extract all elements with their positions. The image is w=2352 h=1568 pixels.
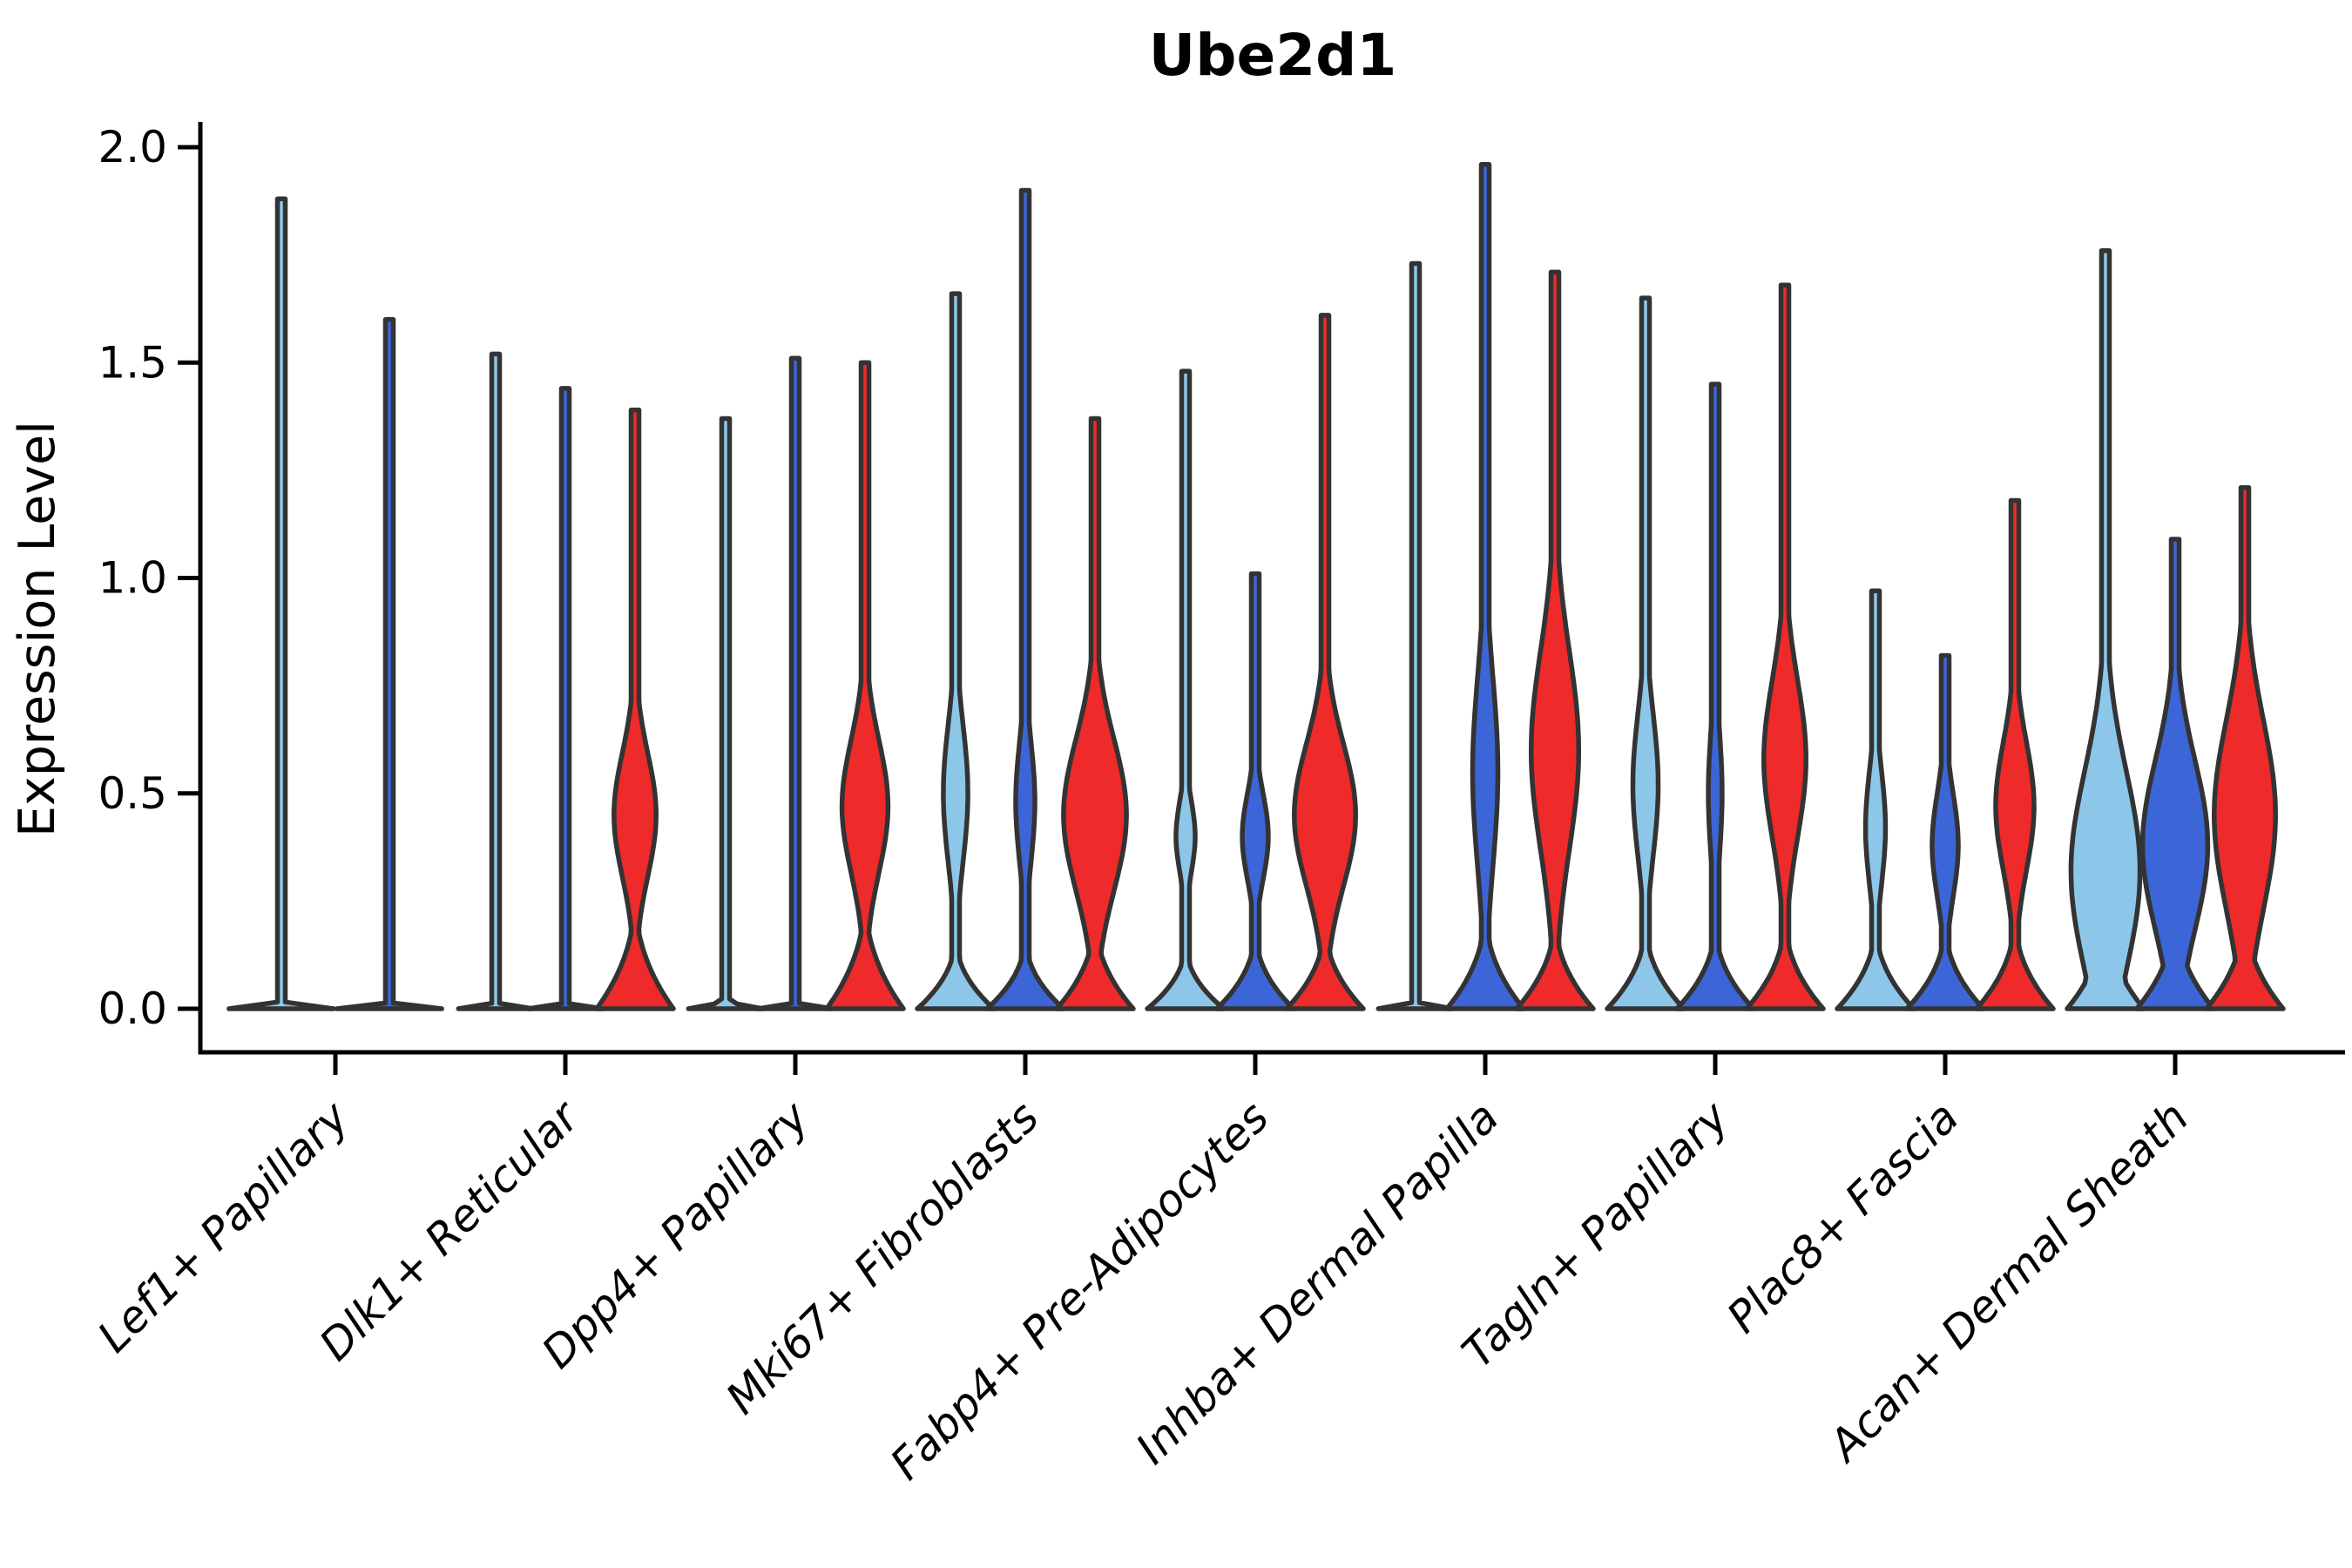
- violin-4-blue: [1214, 571, 1296, 1011]
- violin-5-blue: [1444, 162, 1526, 1011]
- y-axis-label: Expression Level: [9, 421, 66, 837]
- violin-2-blue: [755, 355, 835, 1011]
- violin-4-light_blue: [1145, 368, 1227, 1011]
- violin-6-light_blue: [1605, 295, 1686, 1011]
- violin-1-red: [594, 407, 676, 1011]
- y-tick-label: 0.5: [98, 768, 167, 819]
- violin-7-blue: [1904, 652, 1986, 1011]
- violin-4-red: [1284, 313, 1366, 1011]
- violin-6-red: [1744, 282, 1826, 1011]
- violin-3-blue: [984, 187, 1066, 1011]
- violin-2-red: [824, 360, 906, 1011]
- violin-5-red: [1514, 269, 1596, 1011]
- violin-3-light_blue: [915, 291, 997, 1011]
- violin-8-light_blue: [2065, 247, 2146, 1011]
- y-tick-label: 1.0: [98, 553, 167, 604]
- axes: [178, 122, 2345, 1075]
- violin-8-blue: [2134, 537, 2216, 1011]
- y-tick-label: 1.5: [98, 337, 167, 388]
- violin-2-light_blue: [686, 416, 766, 1011]
- x-category-label: Lef1+ Papillary: [88, 1091, 359, 1362]
- violin-0-blue: [335, 317, 444, 1011]
- violin-6-blue: [1674, 382, 1756, 1011]
- violins-layer: [226, 162, 2286, 1011]
- violin-0-light_blue: [226, 196, 336, 1011]
- violin-1-blue: [525, 386, 605, 1011]
- violin-7-light_blue: [1835, 588, 1916, 1011]
- violin-7-red: [1974, 497, 2056, 1011]
- violin-8-red: [2204, 484, 2286, 1011]
- chart-title: Ube2d1: [1149, 22, 1397, 89]
- x-category-label: Fabp4+ Pre-Adipocytes: [881, 1092, 1279, 1490]
- x-category-label: Plac8+ Fascia: [1718, 1092, 1969, 1342]
- violin-5-light_blue: [1375, 260, 1456, 1011]
- violin-1-light_blue: [456, 351, 536, 1011]
- y-tick-label: 2.0: [98, 122, 167, 172]
- y-tick-label: 0.0: [98, 983, 167, 1034]
- x-category-label: Inhba+ Dermal Papilla: [1126, 1092, 1508, 1473]
- violin-3-red: [1054, 416, 1136, 1011]
